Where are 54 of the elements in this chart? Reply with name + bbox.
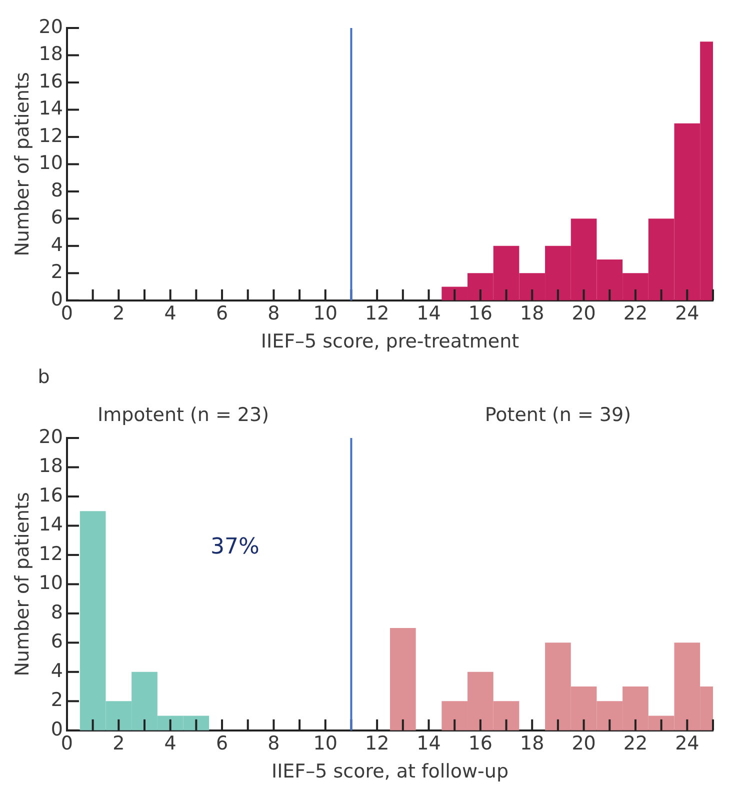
- x-tick-label: 8: [268, 732, 280, 755]
- y-tick-label: 6: [50, 630, 63, 653]
- x-tick-label: 10: [313, 302, 338, 325]
- y-tick-label: 4: [50, 660, 63, 682]
- y-tick-label: 20: [38, 16, 63, 38]
- x-tick-label: 6: [216, 732, 228, 755]
- x-tick-label: 4: [164, 732, 176, 755]
- x-axis-title: IIEF–5 score, at follow-up: [271, 760, 509, 783]
- x-tick-label: 16: [468, 732, 493, 755]
- y-tick-label: 2: [50, 261, 63, 284]
- y-tick-label: 12: [38, 542, 63, 565]
- x-tick-label: 2: [112, 732, 125, 755]
- x-tick-label: 12: [364, 732, 390, 755]
- x-tick-label: 20: [572, 732, 596, 755]
- text: Impotent (n = 23): [98, 404, 270, 426]
- annotation: 37%: [210, 534, 260, 560]
- x-tick-label: 22: [623, 732, 648, 755]
- x-tick-label: 6: [216, 302, 228, 325]
- y-tick-label: 8: [50, 179, 63, 202]
- x-tick-label: 8: [268, 302, 280, 325]
- x-tick-label: 16: [468, 302, 493, 325]
- x-tick-label: 18: [520, 302, 544, 325]
- x-tick-label: 2: [112, 302, 125, 325]
- y-tick-label: 14: [38, 514, 63, 536]
- x-axis-title: IIEF–5 score, pre-treatment: [260, 330, 520, 353]
- x-tick-label: 20: [572, 302, 596, 325]
- y-tick-label: 2: [50, 689, 63, 712]
- x-tick-label: 12: [364, 302, 390, 325]
- y-tick-label: 10: [38, 572, 63, 594]
- x-tick-label: 14: [416, 302, 441, 325]
- y-tick-label: 18: [38, 43, 63, 66]
- y-tick-label: 20: [38, 426, 63, 448]
- x-tick-label: 22: [623, 302, 648, 325]
- y-tick-label: 12: [38, 124, 63, 147]
- x-tick-label: 24: [675, 302, 700, 325]
- y-axis-title: Number of patients: [11, 492, 34, 676]
- x-tick-label: 24: [675, 732, 700, 755]
- text: b: [38, 366, 50, 388]
- text: Potent (n = 39): [484, 404, 632, 426]
- y-tick-label: 4: [50, 234, 63, 256]
- y-tick-label: 16: [38, 484, 63, 506]
- y-tick-label: 18: [38, 455, 63, 478]
- x-tick-label: 18: [520, 732, 544, 755]
- y-tick-label: 0: [50, 718, 63, 740]
- y-tick-label: 10: [38, 152, 63, 174]
- y-tick-label: 6: [50, 206, 63, 229]
- y-tick-label: 16: [38, 70, 63, 92]
- x-tick-label: 14: [416, 732, 441, 755]
- y-tick-label: 8: [50, 601, 63, 624]
- x-tick-label: 10: [313, 732, 338, 755]
- y-axis-title: Number of patients: [11, 72, 34, 256]
- y-tick-label: 14: [38, 98, 63, 120]
- y-tick-label: 0: [50, 288, 63, 310]
- x-tick-label: 4: [164, 302, 176, 325]
